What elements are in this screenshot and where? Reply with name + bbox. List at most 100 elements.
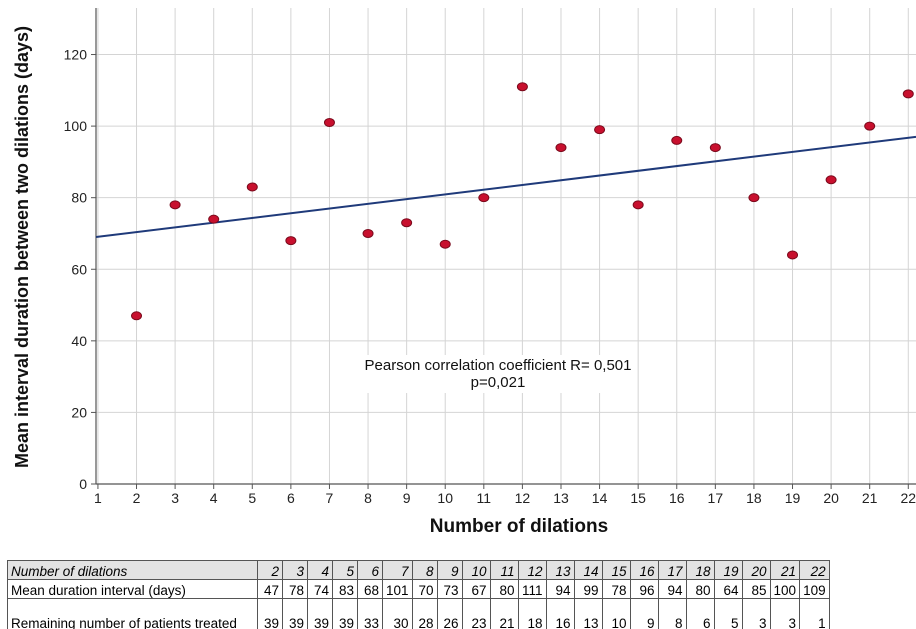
table-cell: 9 bbox=[629, 598, 659, 629]
table-cell: 5 bbox=[713, 598, 743, 629]
table-cell: 78 bbox=[282, 579, 308, 599]
x-tick-label: 6 bbox=[287, 490, 295, 506]
data-point bbox=[208, 214, 220, 224]
data-point bbox=[246, 182, 258, 192]
table-cell: 30 bbox=[382, 598, 413, 629]
data-point bbox=[671, 135, 683, 145]
data-table-container: Number of dilations 2 3 4 5 6 7 8 9 10 11 12 13 14 15 1… bbox=[0, 558, 916, 629]
table-cell: 8 bbox=[657, 598, 687, 629]
x-tick-label: 18 bbox=[746, 490, 762, 506]
table-cell: 70 bbox=[411, 579, 438, 599]
grid bbox=[96, 8, 916, 485]
row-header: Mean duration interval (days) bbox=[7, 579, 258, 599]
table-cell: 12 bbox=[517, 560, 547, 580]
table-cell: 3 bbox=[741, 598, 771, 629]
data-point bbox=[169, 200, 181, 210]
table-cell: 64 bbox=[713, 579, 743, 599]
y-tick-label: 60 bbox=[71, 261, 87, 277]
table-cell: 20 bbox=[741, 560, 771, 580]
tick-labels: 1 2 3 4 5 6 7 8 9 10 11 12 13 14 15 16 17 18 19 20 21 2202040… bbox=[64, 47, 916, 506]
table-cell: 26 bbox=[436, 598, 463, 629]
x-tick-label: 16 bbox=[669, 490, 685, 506]
table-cell: 5 bbox=[332, 560, 358, 580]
data-point bbox=[902, 89, 914, 99]
table-row: Number of dilations 2 3 4 5 6 7 8 9 10 11 12 13 14 15 1… bbox=[7, 560, 830, 580]
y-tick-label: 20 bbox=[71, 404, 87, 420]
y-tick-label: 80 bbox=[71, 190, 87, 206]
table-cell: 21 bbox=[489, 598, 519, 629]
table-cell: 74 bbox=[307, 579, 333, 599]
x-tick-label: 17 bbox=[708, 490, 724, 506]
table-cell: 85 bbox=[741, 579, 771, 599]
x-tick-label: 19 bbox=[785, 490, 801, 506]
x-tick-label: 3 bbox=[171, 490, 179, 506]
table-cell: 6 bbox=[357, 560, 383, 580]
table-cell: 16 bbox=[629, 560, 659, 580]
table-cell: 94 bbox=[657, 579, 687, 599]
row-header: Remaining number of patients treated bbox=[7, 598, 258, 629]
table-cell: 33 bbox=[357, 598, 383, 629]
table-cell: 100 bbox=[769, 579, 801, 599]
x-tick-label: 22 bbox=[900, 490, 916, 506]
table-cell: 22 bbox=[799, 560, 830, 580]
table-cell: 10 bbox=[461, 560, 491, 580]
table-cell: 67 bbox=[461, 579, 491, 599]
regression-line bbox=[95, 135, 916, 239]
x-tick-label: 13 bbox=[553, 490, 569, 506]
data-point bbox=[748, 193, 760, 203]
trendline bbox=[95, 135, 916, 239]
table-cell: 18 bbox=[685, 560, 715, 580]
table-cell: 101 bbox=[382, 579, 413, 599]
table-cell: 39 bbox=[307, 598, 333, 629]
table-cell: 3 bbox=[282, 560, 308, 580]
table-cell: 39 bbox=[332, 598, 358, 629]
table-cell: 23 bbox=[461, 598, 491, 629]
table-cell: 21 bbox=[769, 560, 801, 580]
table-cell: 4 bbox=[307, 560, 333, 580]
table-cell: 83 bbox=[332, 579, 358, 599]
y-tick-label: 40 bbox=[71, 333, 87, 349]
correlation-annotation: Pearson correlation coefficient R= 0,501 bbox=[365, 357, 632, 374]
table-cell: 2 bbox=[257, 560, 283, 580]
table-cell: 9 bbox=[436, 560, 463, 580]
table-cell: 13 bbox=[545, 560, 575, 580]
scatter-chart: 1 2 3 4 5 6 7 8 9 10 11 12 13 14 15 16 17 18 19 20 21 2202040… bbox=[12, 8, 916, 537]
data-point bbox=[516, 82, 528, 92]
table-cell: 39 bbox=[257, 598, 283, 629]
data-point bbox=[323, 118, 335, 128]
x-tick-label: 4 bbox=[210, 490, 218, 506]
annotation-background bbox=[360, 355, 636, 393]
data-point bbox=[478, 193, 490, 203]
table-row: Remaining number of patients treated 39 39… bbox=[7, 598, 830, 629]
table-cell: 96 bbox=[629, 579, 659, 599]
table-row: Mean duration interval (days) 47 78 74 83 68 1… bbox=[7, 579, 830, 599]
table-cell: 109 bbox=[799, 579, 830, 599]
table-cell: 78 bbox=[601, 579, 631, 599]
table-cell: 80 bbox=[685, 579, 715, 599]
data-table: Number of dilations 2 3 4 5 6 7 8 9 10 11 12 13 14 15 1… bbox=[7, 560, 830, 629]
table-cell: 14 bbox=[573, 560, 603, 580]
y-tick-label: 120 bbox=[64, 47, 88, 63]
table-cell: 8 bbox=[411, 560, 438, 580]
x-tick-label: 7 bbox=[326, 490, 334, 506]
data-point bbox=[709, 143, 721, 153]
data-point bbox=[285, 236, 297, 246]
y-tick-label: 100 bbox=[64, 118, 88, 134]
table-cell: 19 bbox=[713, 560, 743, 580]
x-tick-label: 21 bbox=[862, 490, 878, 506]
data-point bbox=[787, 250, 799, 260]
x-axis-label: Number of dilations bbox=[430, 516, 608, 537]
axes bbox=[91, 8, 916, 489]
x-tick-label: 12 bbox=[515, 490, 531, 506]
row-header: Number of dilations bbox=[7, 560, 258, 580]
table-cell: 17 bbox=[657, 560, 687, 580]
table-cell: 80 bbox=[489, 579, 519, 599]
x-tick-label: 15 bbox=[630, 490, 646, 506]
x-tick-label: 14 bbox=[592, 490, 608, 506]
data-points bbox=[131, 82, 914, 321]
table-cell: 47 bbox=[257, 579, 283, 599]
x-tick-label: 8 bbox=[364, 490, 372, 506]
table-cell: 15 bbox=[601, 560, 631, 580]
table-cell: 13 bbox=[573, 598, 603, 629]
table-cell: 11 bbox=[489, 560, 519, 580]
